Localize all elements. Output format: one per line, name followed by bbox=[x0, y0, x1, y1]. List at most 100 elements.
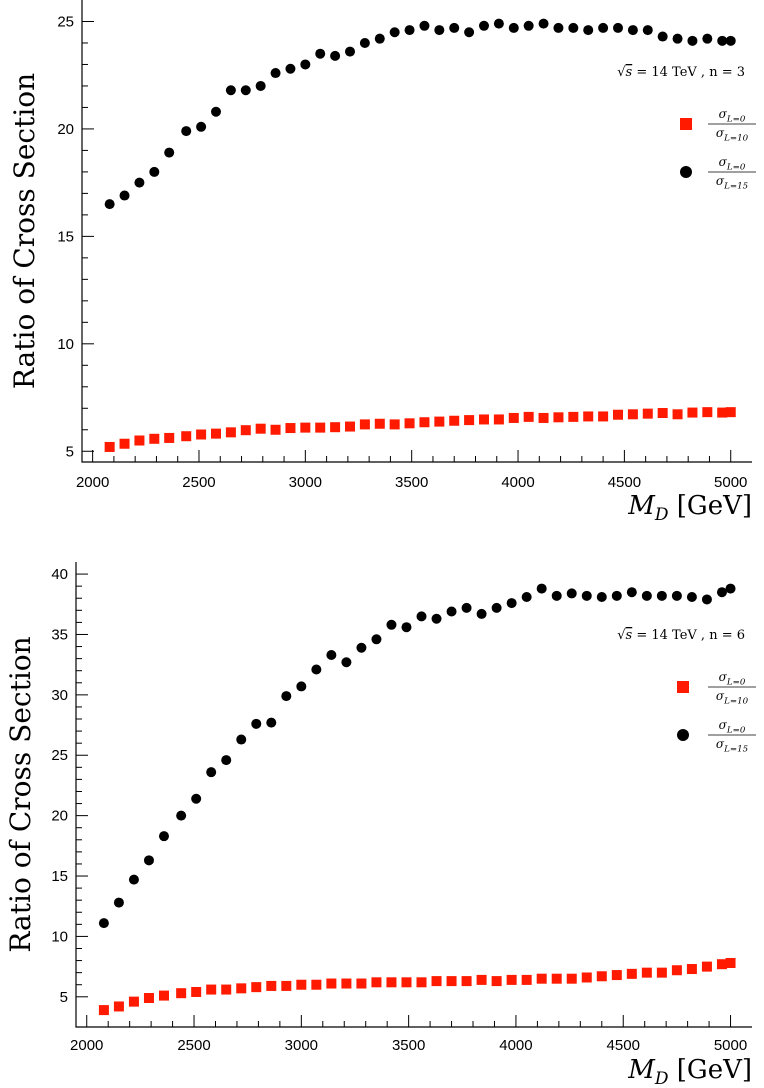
data-point-circle bbox=[128, 874, 139, 885]
data-point-square bbox=[449, 415, 460, 426]
legend-marker-circle bbox=[680, 166, 692, 178]
y-axis-label: Ratio of Cross Section bbox=[4, 636, 37, 952]
data-point-square bbox=[583, 411, 594, 422]
x-label-unit: [GeV] bbox=[669, 491, 752, 521]
data-point-circle bbox=[281, 691, 292, 702]
sqrt-s-text: s bbox=[626, 65, 633, 80]
data-point-circle bbox=[506, 598, 517, 609]
data-point-circle bbox=[568, 22, 579, 33]
sqrt-symbol: √ bbox=[617, 65, 626, 80]
data-point-square bbox=[341, 978, 352, 989]
data-point-square bbox=[315, 422, 326, 433]
x-tick-label: 5000 bbox=[714, 474, 747, 491]
data-point-square bbox=[523, 411, 534, 422]
x-tick-label: 2500 bbox=[182, 474, 215, 491]
x-tick-label: 5000 bbox=[714, 1037, 747, 1054]
sqrt-s-text: s bbox=[626, 628, 633, 643]
data-point-circle bbox=[389, 27, 400, 38]
data-point-circle bbox=[158, 831, 169, 842]
data-point-circle bbox=[356, 642, 367, 653]
y-tick-label: 10 bbox=[57, 336, 74, 353]
data-point-circle bbox=[508, 22, 519, 33]
legend-denominator: σL=10 bbox=[716, 126, 749, 144]
data-point-square bbox=[225, 427, 236, 438]
data-point-square bbox=[158, 990, 169, 1001]
y-tick-label: 35 bbox=[51, 626, 68, 643]
data-point-circle bbox=[134, 177, 145, 188]
data-point-circle bbox=[476, 608, 487, 619]
x-tick-label: 3000 bbox=[289, 474, 322, 491]
data-point-square bbox=[476, 974, 487, 985]
data-point-circle bbox=[419, 20, 430, 31]
data-point-circle bbox=[401, 622, 412, 633]
data-point-square bbox=[717, 407, 728, 418]
data-point-circle bbox=[240, 85, 251, 96]
y-tick-label: 25 bbox=[57, 13, 74, 30]
data-point-circle bbox=[627, 25, 638, 36]
data-point-circle bbox=[270, 68, 281, 79]
data-point-circle bbox=[104, 199, 115, 210]
data-point-square bbox=[716, 959, 727, 970]
data-point-square bbox=[416, 977, 427, 988]
x-tick-label: 4000 bbox=[501, 474, 534, 491]
y-tick-label: 20 bbox=[57, 121, 74, 138]
legend-denominator: σL=15 bbox=[716, 174, 748, 192]
data-point-circle bbox=[523, 20, 534, 31]
data-point-square bbox=[113, 1001, 124, 1012]
legend-entry-1: σL=0σL=10 bbox=[680, 107, 756, 144]
data-point-circle bbox=[191, 793, 202, 804]
data-point-square bbox=[191, 986, 202, 997]
legend-entry-2: σL=0σL=15 bbox=[677, 718, 756, 755]
x-tick-label: 4500 bbox=[607, 1037, 640, 1054]
data-point-square bbox=[281, 980, 292, 991]
data-point-square bbox=[119, 438, 130, 449]
data-point-circle bbox=[206, 767, 217, 778]
data-point-square bbox=[236, 983, 247, 994]
x-tick-label: 2000 bbox=[76, 474, 109, 491]
data-point-square bbox=[134, 435, 145, 446]
data-point-circle bbox=[671, 590, 682, 601]
data-point-circle bbox=[657, 31, 668, 42]
data-point-square bbox=[386, 977, 397, 988]
data-point-square bbox=[627, 409, 638, 420]
data-point-square bbox=[419, 417, 430, 428]
series-2 bbox=[98, 583, 736, 929]
data-point-circle bbox=[717, 35, 728, 46]
series-2 bbox=[104, 18, 736, 210]
x-tick-label: 3500 bbox=[395, 474, 428, 491]
y-tick-label: 5 bbox=[60, 989, 68, 1006]
legend-marker-circle bbox=[677, 729, 689, 741]
data-point-circle bbox=[326, 650, 337, 660]
data-point-circle bbox=[461, 602, 472, 613]
data-point-circle bbox=[416, 611, 427, 622]
data-point-circle bbox=[642, 25, 653, 36]
data-point-circle bbox=[113, 897, 124, 908]
data-point-circle bbox=[255, 80, 266, 91]
data-point-circle bbox=[596, 592, 607, 603]
legend-numerator: σL=0 bbox=[719, 670, 746, 688]
y-tick-label: 5 bbox=[66, 443, 74, 460]
data-point-square bbox=[671, 965, 682, 976]
data-point-square bbox=[506, 974, 517, 985]
data-point-square bbox=[598, 411, 609, 422]
chart-panel-1: 2000 2500 3000 3500 4000 4500 5000 5 10 15 20 25 Rat… bbox=[8, 0, 756, 525]
data-point-square bbox=[611, 970, 622, 981]
data-point-square bbox=[431, 976, 442, 987]
data-point-square bbox=[725, 957, 736, 968]
data-point-circle bbox=[386, 619, 397, 630]
data-point-circle bbox=[672, 33, 683, 44]
legend-numerator: σL=0 bbox=[719, 107, 746, 125]
data-point-square bbox=[657, 408, 668, 419]
data-point-square bbox=[566, 973, 577, 984]
data-point-circle bbox=[300, 59, 311, 70]
y-tick-label: 25 bbox=[51, 747, 68, 764]
x-label-symbol: M bbox=[627, 491, 656, 521]
x-tick-label: 3000 bbox=[285, 1037, 318, 1054]
data-point-circle bbox=[656, 590, 667, 601]
data-point-square bbox=[446, 976, 457, 987]
data-point-circle bbox=[374, 33, 385, 44]
data-point-circle bbox=[538, 18, 549, 29]
data-point-square bbox=[568, 411, 579, 422]
data-point-square bbox=[536, 973, 547, 984]
